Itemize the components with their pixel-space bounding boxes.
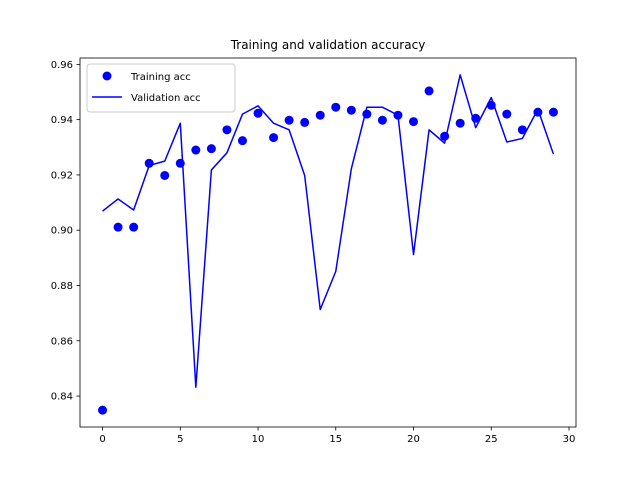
training-acc-point-18: [377, 115, 387, 125]
training-acc-point-4: [160, 170, 170, 180]
training-acc-point-1: [113, 222, 123, 232]
training-acc-point-25: [486, 100, 496, 110]
y-tick-label-6: 0.96: [51, 60, 73, 71]
training-acc-point-28: [533, 107, 543, 117]
training-acc-point-24: [471, 113, 481, 123]
chart-title: Training and validation accuracy: [230, 38, 426, 52]
x-tick-label-6: 30: [563, 434, 576, 445]
y-tick-label-5: 0.94: [51, 115, 73, 126]
training-acc-point-11: [269, 133, 279, 143]
training-acc-point-17: [362, 109, 372, 119]
training-acc-point-13: [300, 117, 310, 127]
y-tick-label-3: 0.90: [51, 226, 73, 237]
training-acc-point-12: [284, 115, 294, 125]
training-acc-point-29: [548, 107, 558, 117]
y-tick-label-1: 0.86: [51, 336, 73, 347]
training-acc-point-3: [144, 158, 154, 168]
x-tick-label-3: 15: [329, 434, 342, 445]
training-acc-point-10: [253, 108, 263, 118]
x-tick-label-4: 20: [407, 434, 420, 445]
training-acc-point-19: [393, 110, 403, 120]
training-acc-point-5: [175, 158, 185, 168]
training-acc-point-6: [191, 145, 201, 155]
legend: Training acc Validation acc: [86, 63, 236, 113]
plot-area: 0 5 10 15 20 25 30 0.84 0.86 0.88 0.90 0.92 0.94 0.96: [51, 60, 576, 445]
training-acc-point-26: [502, 109, 512, 119]
training-acc-point-9: [237, 136, 247, 146]
training-acc-point-16: [346, 105, 356, 115]
legend-box: [86, 63, 236, 113]
legend-label-validation: Validation acc: [131, 93, 201, 104]
y-tick-label-0: 0.84: [51, 392, 73, 403]
y-tick-label-2: 0.88: [51, 281, 73, 292]
training-acc-point-0: [98, 405, 108, 415]
training-acc-point-14: [315, 110, 325, 120]
legend-label-training: Training acc: [130, 72, 191, 83]
training-acc-point-8: [222, 125, 232, 135]
axes-frame: [79, 57, 577, 428]
training-acc-point-21: [424, 86, 434, 96]
training-acc-point-20: [409, 117, 419, 127]
training-acc-point-22: [440, 131, 450, 141]
training-acc-point-2: [129, 222, 139, 232]
x-tick-label-1: 5: [177, 434, 183, 445]
training-acc-point-27: [517, 125, 527, 135]
legend-marker-training: [102, 71, 112, 81]
x-tick-label-0: 0: [99, 434, 105, 445]
x-tick-label-2: 10: [252, 434, 265, 445]
training-acc-point-7: [206, 144, 216, 154]
training-acc-point-15: [331, 102, 341, 112]
y-tick-label-4: 0.92: [51, 170, 73, 181]
validation-acc-line: [102, 74, 555, 388]
x-tick-label-5: 25: [485, 434, 498, 445]
training-acc-point-23: [455, 118, 465, 128]
